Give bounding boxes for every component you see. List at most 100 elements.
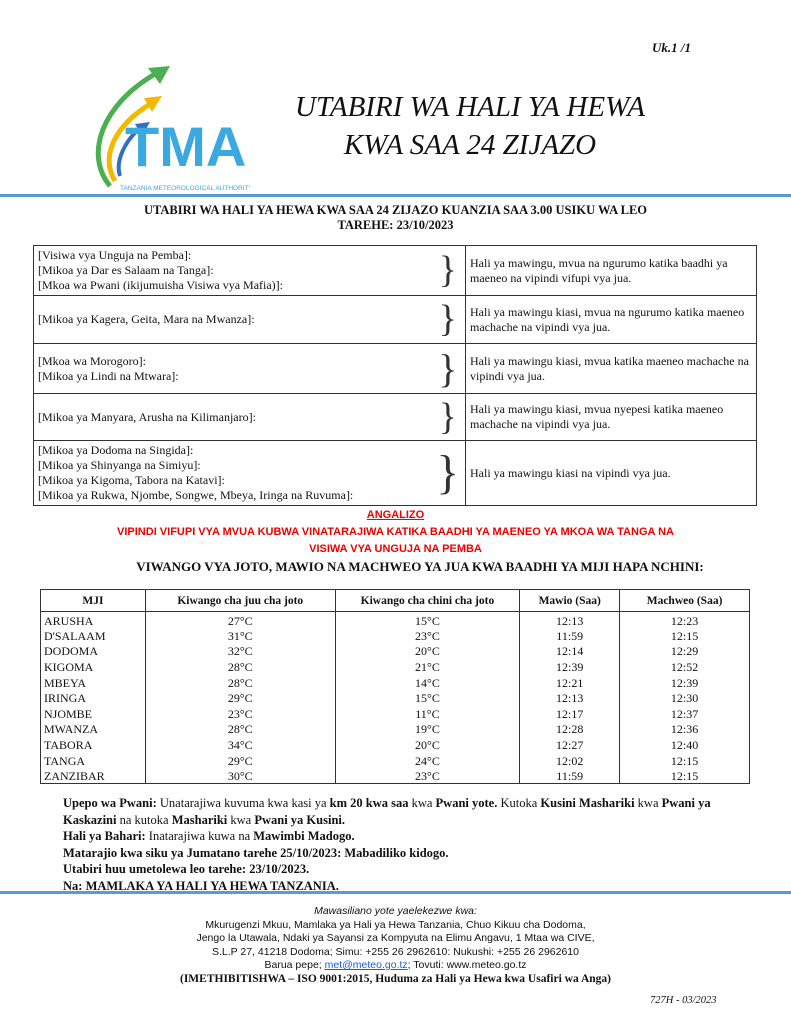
table-row: TABORA 34°C 20°C 12:27 12:40 [40, 737, 750, 753]
address-line-2: Jengo la Utawala, Ndaki ya Sayansi za Ko… [196, 932, 595, 944]
warning-line-1: VIPINDI VIFUPI VYA MVUA KUBWA VINATARAJI… [117, 526, 674, 538]
email-link[interactable]: met@meteo.go.tz [324, 959, 408, 971]
column-header: MJI [40, 589, 146, 612]
warning-title: ANGALIZO [366, 509, 425, 521]
regional-forecast-table: [Visiwa vya Unguja na Pemba]: [Mikoa ya D… [33, 245, 757, 506]
sunrise-cell: 12:14 [519, 643, 621, 660]
temperature-heading: VIWANGO VYA JOTO, MAWIO NA MACHWEO YA JU… [136, 559, 704, 574]
address-line-3: S.L.P 27, 41218 Dodoma; Simu: +255 26 29… [211, 945, 579, 958]
city-cell: TABORA [40, 737, 146, 753]
sunset-cell: 12:39 [619, 674, 750, 691]
city-cell: MWANZA [40, 721, 146, 738]
city-cell: D'SALAAM [40, 628, 146, 644]
sunset-cell: 12:37 [619, 705, 750, 722]
sunset-cell: 12:30 [619, 690, 750, 706]
forecast-row: [Mikoa ya Manyara, Arusha na Kilimanjaro… [33, 393, 757, 441]
sunrise-cell: 12:28 [519, 721, 621, 738]
min-temp-cell: 11°C [334, 705, 521, 722]
brace-icon: } [430, 440, 466, 506]
warning-line-2: VISIWA VYA UNGUJA NA PEMBA [309, 543, 482, 555]
sunset-cell: 12:15 [619, 752, 750, 769]
brace-icon: } [430, 295, 466, 344]
min-temp-cell: 23°C [334, 628, 521, 644]
sunset-cell: 12:29 [619, 643, 750, 660]
table-row: MBEYA 28°C 14°C 12:21 12:39 [40, 674, 750, 691]
column-header: Kiwango cha chini cha joto [334, 589, 521, 612]
city-cell: IRINGA [40, 690, 146, 706]
city-cell: MBEYA [40, 674, 146, 691]
form-code: 727H - 03/2023 [650, 995, 717, 1006]
sunrise-cell: 12:02 [519, 752, 621, 769]
min-temp-cell: 24°C [334, 752, 521, 769]
sunset-cell: 12:15 [619, 628, 750, 644]
title-line-2: KWA SAA 24 ZIJAZO [343, 129, 597, 161]
min-temp-cell: 15°C [334, 611, 521, 628]
footer-divider [0, 891, 791, 894]
forecast-row: [Mkoa wa Morogoro]: [Mikoa ya Lindi na Mt… [33, 343, 757, 394]
forecast-text: Hali ya mawingu kiasi na vipindi vya jua… [465, 440, 757, 506]
forecast-heading: UTABIRI WA HALI YA HEWA KWA SAA 24 ZIJAZ… [0, 203, 791, 233]
sunset-cell: 12:23 [619, 611, 750, 628]
website: ; Tovuti: www.meteo.go.tz [407, 959, 527, 971]
city-cell: DODOMA [40, 643, 146, 660]
document-title: UTABIRI WA HALI YA HEWA KWA SAA 24 ZIJAZ… [250, 88, 690, 164]
min-temp-cell: 14°C [334, 674, 521, 691]
region-label: [Mikoa ya Dar es Salaam na Tanga]: [38, 263, 214, 277]
sunrise-cell: 12:27 [519, 737, 621, 753]
issued-date: Utabiri huu umetolewa leo tarehe: 23/10/… [63, 862, 310, 876]
min-temp-cell: 19°C [334, 721, 521, 738]
sunset-cell: 12:15 [619, 768, 750, 785]
max-temp-cell: 31°C [144, 628, 336, 644]
table-row: MWANZA 28°C 19°C 12:28 12:36 [40, 721, 750, 738]
min-temp-cell: 21°C [334, 659, 521, 675]
region-label: [Mikoa ya Dodoma na Singida]: [38, 443, 194, 457]
max-temp-cell: 29°C [144, 690, 336, 706]
region-label: [Visiwa vya Unguja na Pemba]: [38, 248, 192, 262]
max-temp-cell: 34°C [144, 737, 336, 753]
max-temp-cell: 30°C [144, 768, 336, 785]
sunrise-cell: 12:13 [519, 611, 621, 628]
contact-intro: Mawasiliano yote yaelekezwe kwa: [314, 905, 477, 917]
min-temp-cell: 20°C [334, 737, 521, 753]
email-web-line: Barua pepe; met@meteo.go.tz; Tovuti: www… [264, 959, 527, 971]
page-number: Uk.1 /1 [652, 40, 691, 55]
min-temp-cell: 20°C [334, 643, 521, 660]
min-temp-cell: 23°C [334, 768, 521, 785]
max-temp-cell: 23°C [144, 705, 336, 722]
table-row: DODOMA 32°C 20°C 12:14 12:29 [40, 643, 750, 660]
brace-icon: } [430, 245, 466, 296]
header-divider [0, 194, 791, 197]
regions-cell: [Mikoa ya Kagera, Geita, Mara na Mwanza]… [33, 295, 431, 344]
tma-logo: TMA TANZANIA METEOROLOGICAL AUTHORITY [95, 66, 250, 192]
sunrise-cell: 12:39 [519, 659, 621, 675]
svg-text:TMA: TMA [125, 115, 246, 178]
max-temp-cell: 29°C [144, 752, 336, 769]
forecast-text: Hali ya mawingu kiasi, mvua nyepesi kati… [465, 393, 757, 441]
forecast-date: TAREHE: 23/10/2023 [337, 218, 454, 232]
forecast-text: Hali ya mawingu kiasi, mvua na ngurumo k… [465, 295, 757, 344]
sunrise-cell: 11:59 [519, 628, 621, 644]
issuer: Na: MAMLAKA YA HALI YA HEWA TANZANIA. [63, 878, 339, 893]
forecast-row: [Mikoa ya Dodoma na Singida]: [Mikoa ya S… [33, 440, 757, 506]
regions-cell: [Mikoa ya Dodoma na Singida]: [Mikoa ya S… [33, 440, 431, 506]
additional-notes: Upepo wa Pwani: Unatarajiwa kuvuma kwa k… [63, 795, 753, 894]
sunrise-cell: 11:59 [519, 768, 621, 785]
region-label: [Mikoa ya Rukwa, Njombe, Songwe, Mbeya, … [38, 488, 354, 502]
city-cell: TANGA [40, 752, 146, 769]
brace-icon: } [430, 393, 466, 441]
table-row: TANGA 29°C 24°C 12:02 12:15 [40, 752, 750, 769]
forecast-row: [Visiwa vya Unguja na Pemba]: [Mikoa ya D… [33, 245, 757, 296]
iso-certification: (IMETHIBITISHWA – ISO 9001:2015, Huduma … [180, 972, 611, 985]
region-label: [Mkoa wa Pwani (ikijumuisha Visiwa vya M… [38, 278, 284, 292]
sunrise-cell: 12:13 [519, 690, 621, 706]
sunrise-cell: 12:21 [519, 674, 621, 691]
min-temp-cell: 15°C [334, 690, 521, 706]
column-header: Mawio (Saa) [519, 589, 621, 612]
outlook: Matarajio kwa siku ya Jumatano tarehe 25… [63, 845, 449, 860]
column-header: Kiwango cha juu cha joto [144, 589, 336, 612]
coastal-wind: Upepo wa Pwani: Unatarajiwa kuvuma kwa k… [63, 796, 711, 827]
logo-subtitle: TANZANIA METEOROLOGICAL AUTHORITY [120, 185, 250, 192]
contact-footer: Mawasiliano yote yaelekezwe kwa: Mkuruge… [0, 905, 791, 986]
heading-line-1: UTABIRI WA HALI YA HEWA KWA SAA 24 ZIJAZ… [143, 203, 648, 217]
max-temp-cell: 28°C [144, 721, 336, 738]
